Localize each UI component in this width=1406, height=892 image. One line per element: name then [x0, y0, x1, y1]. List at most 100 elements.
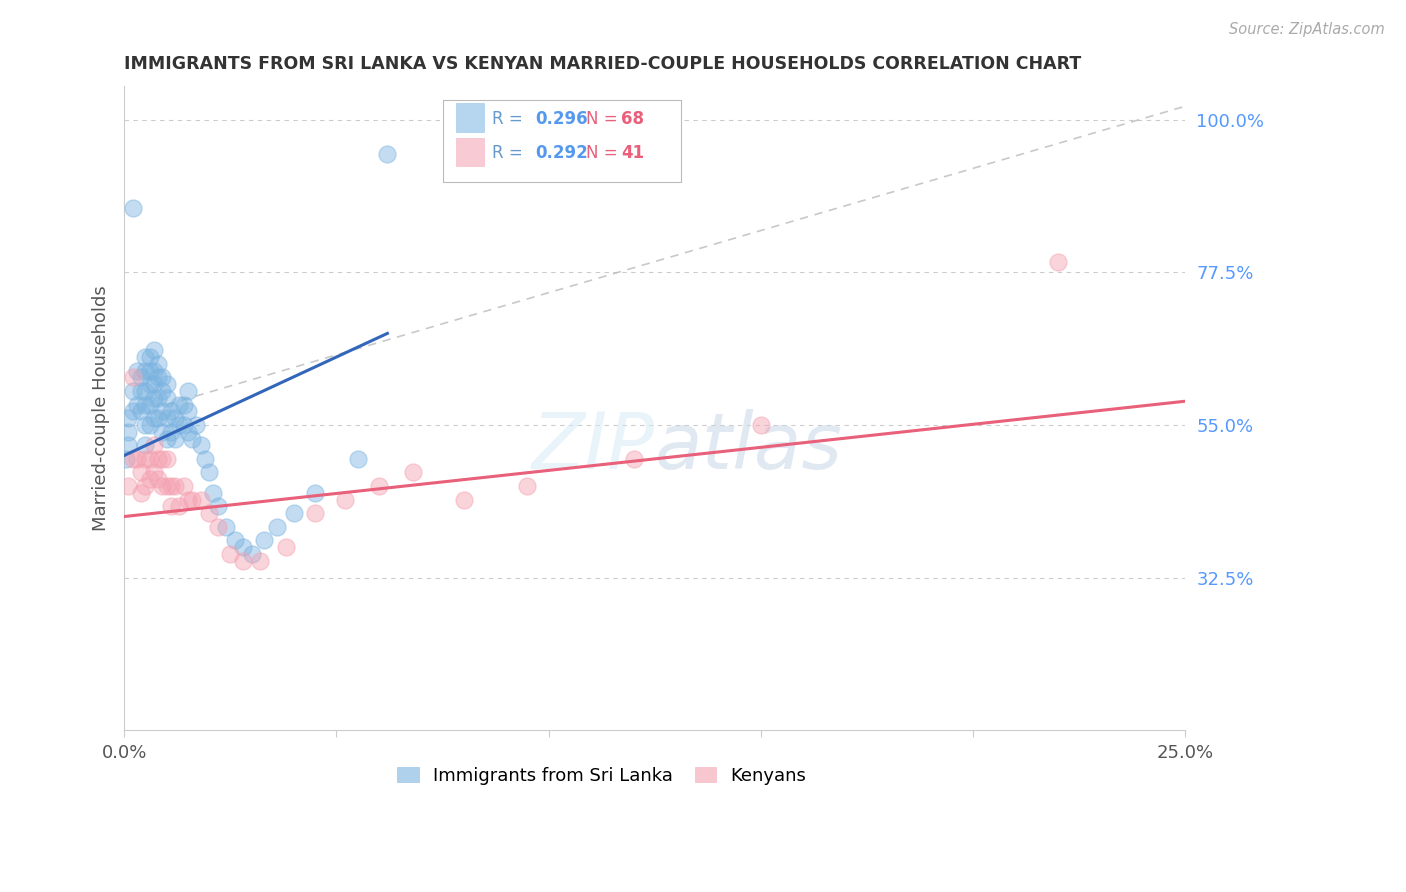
- Point: [232, 540, 254, 554]
- Text: IMMIGRANTS FROM SRI LANKA VS KENYAN MARRIED-COUPLE HOUSEHOLDS CORRELATION CHART: IMMIGRANTS FROM SRI LANKA VS KENYAN MARR…: [124, 55, 1081, 73]
- Point: [156, 411, 179, 425]
- Point: [453, 492, 475, 507]
- Point: [152, 370, 174, 384]
- Point: [134, 479, 156, 493]
- Point: [516, 479, 538, 493]
- Point: [160, 425, 183, 439]
- Point: [202, 485, 225, 500]
- Point: [240, 547, 263, 561]
- Point: [129, 404, 152, 418]
- Point: [121, 370, 143, 384]
- Point: [138, 417, 160, 432]
- Point: [138, 472, 160, 486]
- Point: [623, 451, 645, 466]
- Point: [177, 425, 200, 439]
- Text: atlas: atlas: [655, 409, 842, 484]
- Point: [152, 479, 174, 493]
- Text: N =: N =: [586, 145, 623, 162]
- Point: [156, 479, 179, 493]
- Point: [148, 472, 170, 486]
- Point: [253, 533, 276, 548]
- Point: [266, 519, 288, 533]
- Point: [198, 466, 221, 480]
- Point: [304, 506, 326, 520]
- Point: [274, 540, 297, 554]
- Point: [138, 350, 160, 364]
- Point: [177, 492, 200, 507]
- Point: [148, 411, 170, 425]
- Point: [169, 417, 191, 432]
- Point: [121, 451, 143, 466]
- Point: [134, 384, 156, 398]
- Point: [134, 451, 156, 466]
- Point: [186, 417, 208, 432]
- Point: [160, 479, 183, 493]
- Point: [749, 417, 772, 432]
- Text: 0.296: 0.296: [534, 110, 588, 128]
- Point: [169, 500, 191, 514]
- Point: [165, 432, 187, 446]
- Point: [129, 466, 152, 480]
- Point: [115, 451, 138, 466]
- Point: [173, 398, 195, 412]
- Point: [117, 411, 139, 425]
- Point: [125, 398, 148, 412]
- Text: N =: N =: [586, 110, 623, 128]
- Point: [142, 466, 165, 480]
- Point: [224, 533, 246, 548]
- Point: [152, 404, 174, 418]
- Point: [129, 384, 152, 398]
- Point: [134, 398, 156, 412]
- Point: [148, 391, 170, 405]
- Point: [138, 398, 160, 412]
- Point: [125, 451, 148, 466]
- Point: [346, 451, 368, 466]
- Point: [219, 547, 242, 561]
- Point: [177, 384, 200, 398]
- Point: [121, 404, 143, 418]
- Point: [198, 506, 221, 520]
- Point: [173, 417, 195, 432]
- Point: [142, 391, 165, 405]
- Point: [160, 500, 183, 514]
- Point: [190, 492, 212, 507]
- FancyBboxPatch shape: [443, 100, 682, 183]
- Point: [148, 451, 170, 466]
- Point: [402, 466, 425, 480]
- Point: [142, 411, 165, 425]
- Y-axis label: Married-couple Households: Married-couple Households: [93, 285, 110, 531]
- Point: [138, 377, 160, 392]
- Text: ZIP: ZIP: [531, 409, 655, 484]
- Point: [249, 553, 271, 567]
- Point: [152, 425, 174, 439]
- Point: [160, 404, 183, 418]
- Point: [177, 404, 200, 418]
- Text: 68: 68: [621, 110, 644, 128]
- Point: [152, 451, 174, 466]
- Point: [194, 451, 217, 466]
- FancyBboxPatch shape: [457, 138, 484, 166]
- Point: [367, 479, 389, 493]
- Text: R =: R =: [492, 110, 529, 128]
- Point: [156, 377, 179, 392]
- Point: [156, 391, 179, 405]
- Point: [121, 384, 143, 398]
- Text: R =: R =: [492, 145, 529, 162]
- Point: [138, 451, 160, 466]
- Point: [169, 398, 191, 412]
- Point: [333, 492, 356, 507]
- Text: 0.292: 0.292: [534, 145, 588, 162]
- Point: [377, 146, 399, 161]
- Text: Source: ZipAtlas.com: Source: ZipAtlas.com: [1229, 22, 1385, 37]
- Point: [148, 357, 170, 371]
- Point: [125, 364, 148, 378]
- Point: [173, 479, 195, 493]
- Point: [1046, 255, 1069, 269]
- Point: [152, 384, 174, 398]
- Point: [129, 485, 152, 500]
- Point: [181, 492, 204, 507]
- Point: [142, 343, 165, 358]
- Point: [215, 519, 238, 533]
- Point: [156, 451, 179, 466]
- Point: [165, 479, 187, 493]
